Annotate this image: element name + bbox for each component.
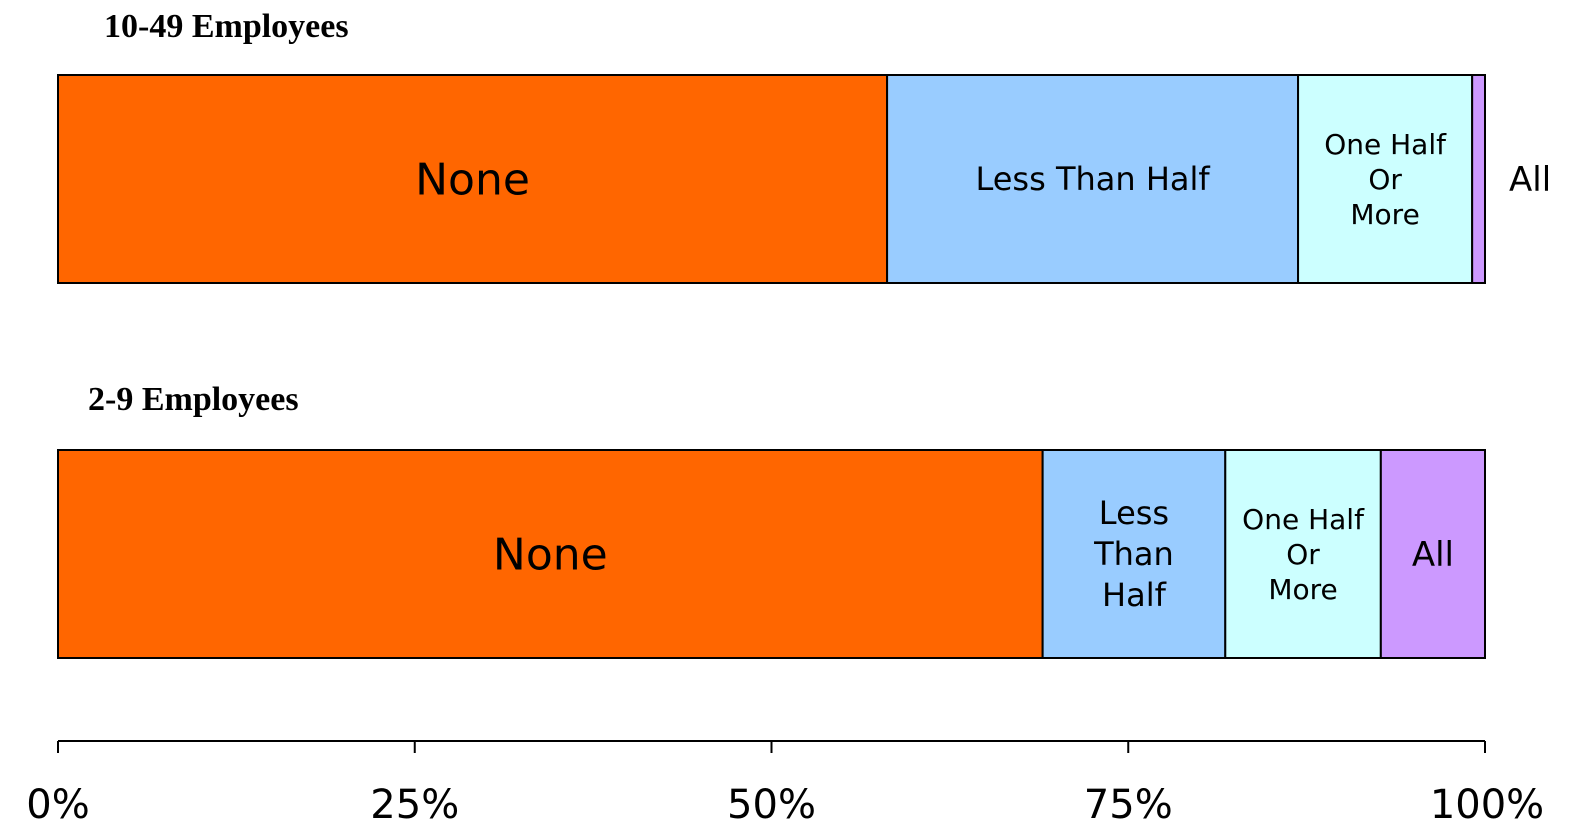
segment-label: None bbox=[415, 154, 530, 205]
segment-less-than-half bbox=[1041, 449, 1227, 659]
segment-label-line: One Half bbox=[1242, 503, 1365, 536]
segment-label-line: Less bbox=[1099, 494, 1169, 532]
x-tick-label: 50% bbox=[727, 782, 816, 828]
x-tick-label: 25% bbox=[370, 782, 459, 828]
segment-label-line: All bbox=[1509, 160, 1551, 200]
segment-less-than-half bbox=[886, 74, 1300, 284]
segment-label-line: One Half bbox=[1324, 128, 1447, 161]
segment-label: One Half Or More bbox=[1324, 128, 1447, 231]
bars-layer: 10-49 Employees None Less Than Half One Hal… bbox=[57, 8, 1551, 659]
segment-label: All bbox=[1509, 160, 1551, 200]
segment-label-line: None bbox=[415, 154, 530, 205]
segment-label-line: More bbox=[1350, 198, 1419, 231]
segment-none bbox=[57, 449, 1044, 659]
segment-all bbox=[1471, 74, 1486, 284]
segment-one-half-or-more bbox=[1297, 74, 1474, 284]
segment-all bbox=[1379, 449, 1486, 659]
segment-label: Less Than Half bbox=[1093, 494, 1174, 614]
segment-label: One Half Or More bbox=[1242, 503, 1365, 606]
segment-label-line: All bbox=[1412, 535, 1454, 575]
segment-label: Less Than Half bbox=[975, 160, 1210, 198]
bar-2-9-employees: 2-9 Employees None Less Than Half One Half Or M… bbox=[57, 381, 1486, 659]
x-axis: 0% 25% 50% 75% 100% bbox=[26, 740, 1544, 828]
bar-title: 2-9 Employees bbox=[88, 381, 299, 418]
segment-label-line: None bbox=[493, 529, 608, 580]
x-tick-label: 100% bbox=[1430, 782, 1544, 828]
bar-10-49-employees: 10-49 Employees None Less Than Half One Hal… bbox=[57, 8, 1551, 284]
x-tick-label: 75% bbox=[1084, 782, 1173, 828]
x-tick-label: 0% bbox=[26, 782, 89, 828]
segment-label: None bbox=[493, 529, 608, 580]
segment-none bbox=[57, 74, 889, 284]
bar-title: 10-49 Employees bbox=[104, 8, 349, 45]
segment-label-line: Or bbox=[1368, 163, 1402, 196]
segment-label-line: Less Than Half bbox=[975, 160, 1210, 198]
segment-label-line: Half bbox=[1102, 576, 1167, 614]
segment-one-half-or-more bbox=[1224, 449, 1382, 659]
segment-label-line: More bbox=[1268, 573, 1337, 606]
segment-label: All bbox=[1412, 535, 1454, 575]
segment-label-line: Than bbox=[1093, 535, 1174, 573]
segment-label-line: Or bbox=[1286, 538, 1320, 571]
